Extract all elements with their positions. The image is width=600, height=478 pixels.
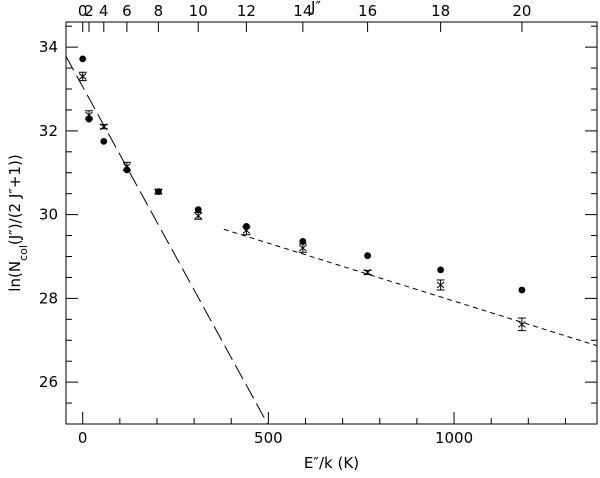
cross-stroke-b (363, 269, 372, 276)
top-tick-label: 10 (189, 2, 208, 20)
y-tick-label: 30 (39, 206, 58, 224)
data-point-cross (154, 188, 163, 195)
fit-lines-layer (65, 56, 598, 425)
data-point-cross (78, 71, 87, 82)
cross-stroke-b (194, 212, 203, 220)
data-point-circle (194, 206, 202, 214)
data-point-cross (517, 317, 526, 332)
cross-stroke-b (85, 111, 93, 119)
data-point-cross (85, 110, 94, 120)
y-axis-title-post: (J″)/(2 J″+1)) (6, 154, 24, 245)
top-tick-label: 8 (154, 2, 164, 20)
plot-frame (65, 21, 598, 425)
top-tick-label: 20 (512, 2, 531, 20)
tick-labels-layer: 0500100026283032340246810121416182022 (39, 2, 532, 447)
x-tick-label: 0 (78, 429, 88, 447)
fit-line-long-dash (65, 56, 269, 425)
cross-stroke-b (299, 244, 307, 252)
ticks-layer (66, 22, 597, 425)
data-point-cross (122, 161, 131, 172)
cross-stroke-b (123, 163, 131, 170)
x-tick-label: 500 (254, 429, 283, 447)
cross-stroke-b (154, 188, 163, 195)
top-tick-label: 2 (84, 2, 94, 20)
data-point-circle (100, 137, 108, 145)
data-point-cross (363, 269, 372, 276)
y-axis-title-pre: ln(N (6, 261, 24, 292)
x-tick-label: 1000 (435, 429, 473, 447)
top-tick-label: 4 (99, 2, 109, 20)
top-tick-label: 0 (78, 2, 88, 20)
data-point-cross (298, 243, 307, 253)
top-tick-label: 6 (122, 2, 132, 20)
top-axis-title: J″ (310, 0, 321, 16)
y-tick-label: 34 (39, 38, 58, 56)
data-point-circle (364, 252, 371, 260)
data-point-cross (436, 279, 445, 291)
cross-stroke-b (99, 123, 108, 131)
y-tick-label: 26 (39, 373, 58, 391)
data-point-circle (299, 238, 307, 245)
data-point-cross (99, 123, 108, 131)
top-tick-label: 14 (293, 2, 312, 20)
top-tick-label: 12 (237, 2, 256, 20)
y-axis-title: ln(Ncol(J″)/(2 J″+1)) (6, 154, 30, 291)
cross-stroke-b (78, 73, 87, 80)
x-axis-title: E″/k (K) (304, 454, 359, 472)
y-tick-label: 32 (39, 122, 58, 140)
cross-stroke-b (518, 320, 526, 328)
y-tick-label: 28 (39, 289, 58, 307)
fit-line-short-dash (223, 228, 598, 347)
cross-stroke-b (436, 281, 445, 289)
data-point-cross (194, 212, 203, 220)
top-tick-label: 18 (431, 2, 450, 20)
data-point-circle (79, 55, 87, 63)
data-point-circle (518, 286, 526, 294)
cross-stroke-b (242, 227, 251, 234)
y-axis-title-sub: col (17, 245, 30, 261)
data-points-layer (78, 55, 526, 332)
data-point-cross (242, 225, 251, 236)
data-point-circle (437, 266, 445, 274)
top-tick-label: 16 (358, 2, 377, 20)
